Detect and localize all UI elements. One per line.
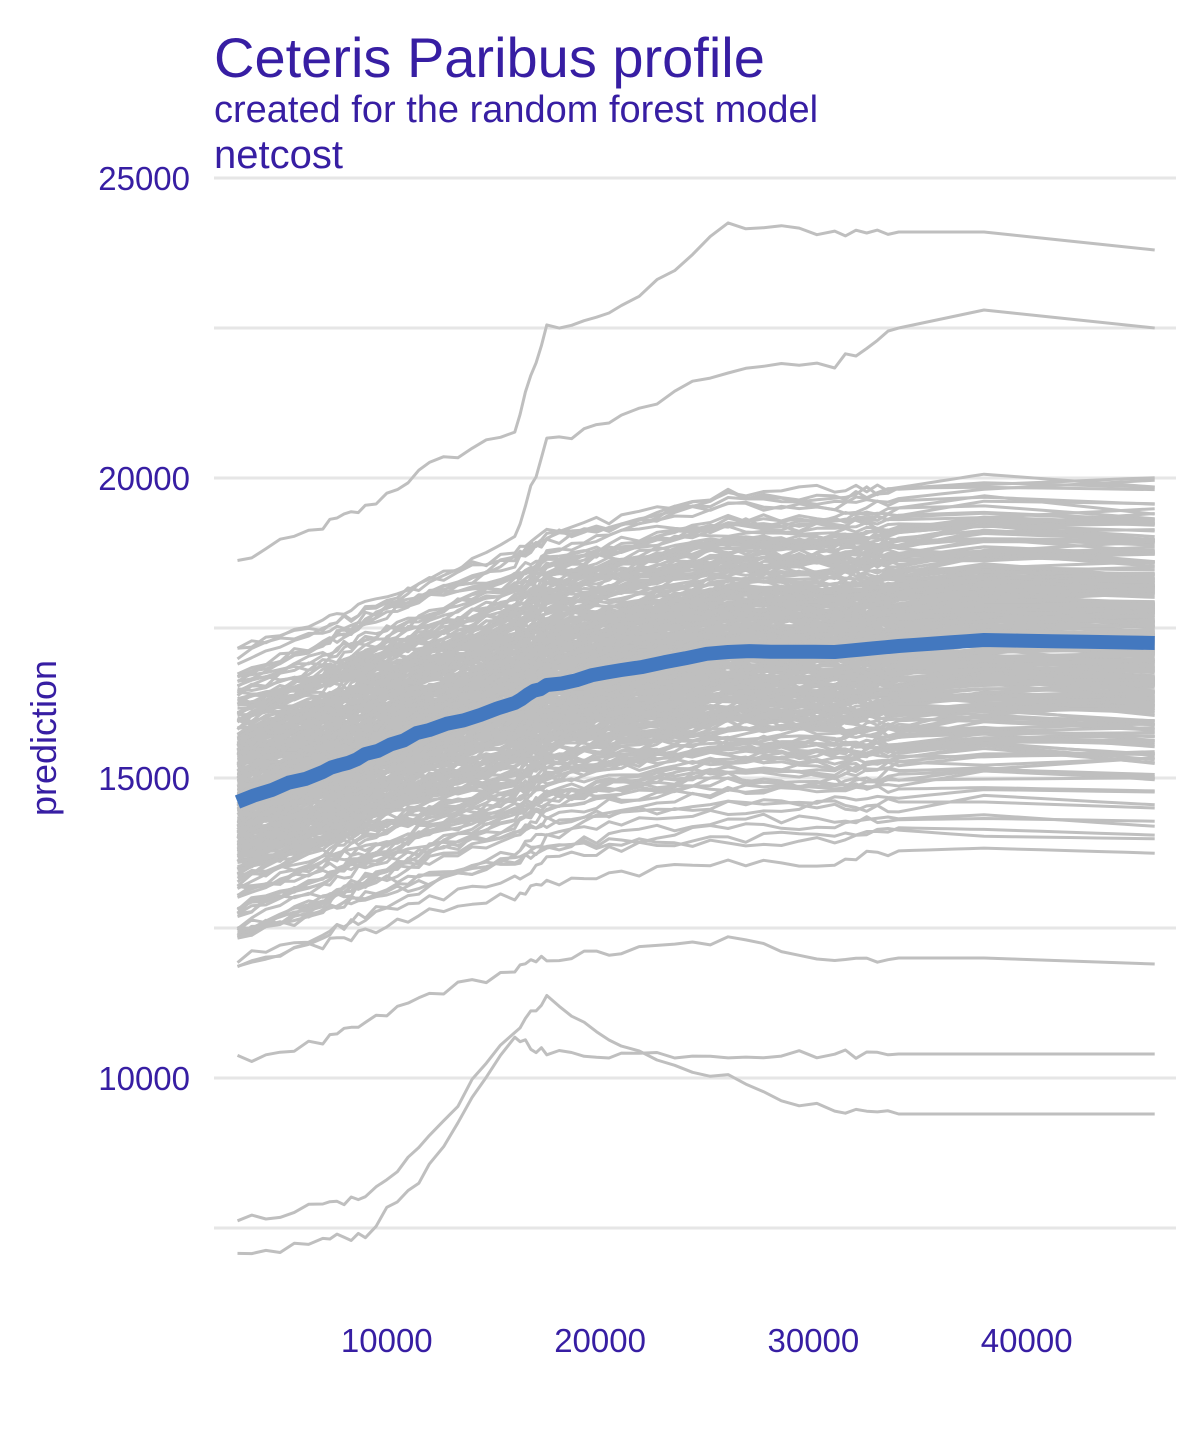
individual-profile-line xyxy=(237,512,1155,703)
individual-profile-line xyxy=(237,675,1155,783)
individual-profile-line xyxy=(236,709,1155,835)
individual-profile-line xyxy=(236,591,1155,799)
individual-profile-line xyxy=(236,826,1155,964)
individual-profile-line xyxy=(236,935,1155,1063)
individual-profile-line xyxy=(237,729,1155,877)
individual-profile-line xyxy=(236,776,1155,884)
individual-profile-line xyxy=(237,706,1155,856)
individual-profile-line xyxy=(237,744,1155,930)
individual-profile-line xyxy=(236,846,1155,968)
individual-profile-line xyxy=(236,507,1155,695)
individual-profile-line xyxy=(236,658,1155,840)
individual-profile-line xyxy=(237,738,1155,935)
individual-profile-line xyxy=(236,528,1155,747)
individual-profile-line xyxy=(237,562,1155,708)
individual-profile-line xyxy=(237,705,1155,916)
individual-profile-line xyxy=(237,1035,1155,1256)
individual-profile-line xyxy=(236,608,1155,749)
y-axis-label: prediction xyxy=(23,660,64,816)
x-tick-label: 40000 xyxy=(981,1322,1073,1359)
individual-profile-line xyxy=(236,994,1155,1223)
individual-profile-line xyxy=(236,677,1155,828)
individual-profile-line xyxy=(236,692,1155,930)
x-tick-label: 10000 xyxy=(341,1322,433,1359)
individual-profile-line xyxy=(237,589,1155,705)
facet-label: netcost xyxy=(214,133,343,177)
individual-profile-line xyxy=(237,769,1155,968)
individual-profile-line xyxy=(237,517,1155,722)
x-axis-ticks: 10000 20000 30000 40000 xyxy=(341,1322,1073,1359)
y-tick-label: 20000 xyxy=(98,460,190,497)
x-tick-label: 30000 xyxy=(768,1322,860,1359)
individual-profile-line xyxy=(236,495,1155,650)
individual-profiles xyxy=(236,221,1155,1256)
chart-subtitle: created for the random forest model xyxy=(214,89,818,131)
chart-title: Ceteris Paribus profile xyxy=(214,26,765,89)
individual-profile-line xyxy=(236,577,1155,736)
individual-profile-line xyxy=(237,812,1155,936)
individual-profile-line xyxy=(236,788,1155,897)
x-tick-label: 20000 xyxy=(554,1322,646,1359)
individual-profile-line xyxy=(237,600,1155,779)
individual-profile-line xyxy=(236,650,1155,816)
individual-profile-line xyxy=(236,478,1155,683)
y-tick-label: 10000 xyxy=(98,1060,190,1097)
y-tick-label: 15000 xyxy=(98,760,190,797)
individual-profile-line xyxy=(237,548,1155,704)
individual-profile-line xyxy=(236,537,1155,776)
individual-profile-line xyxy=(237,615,1155,787)
average-profile-line xyxy=(234,633,1155,809)
individual-profile-line xyxy=(236,827,1155,911)
y-tick-label: 25000 xyxy=(98,160,190,197)
individual-profile-line xyxy=(237,221,1155,562)
individual-profile-line xyxy=(236,523,1155,745)
y-axis-ticks: 10000 15000 20000 25000 xyxy=(98,160,190,1097)
average-profile-layer xyxy=(234,633,1155,809)
